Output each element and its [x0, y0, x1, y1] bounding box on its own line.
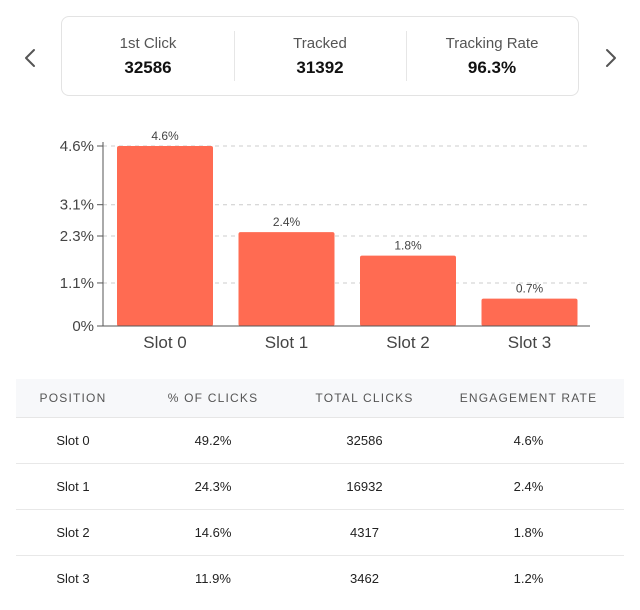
table-row: Slot 3 11.9% 3462 1.2% [16, 556, 624, 601]
table-header: POSITION % OF CLICKS TOTAL CLICKS ENGAGE… [16, 379, 624, 418]
prev-button[interactable] [20, 41, 40, 75]
chevron-left-icon [25, 49, 35, 67]
table-row: Slot 2 14.6% 4317 1.8% [16, 510, 624, 556]
cell-engagement-rate: 4.6% [513, 433, 544, 448]
cell-percent-clicks: 11.9% [195, 571, 231, 586]
data-label: 0.7% [516, 282, 544, 296]
next-button[interactable] [601, 41, 621, 75]
header-percent-clicks: % OF CLICKS [167, 391, 259, 405]
table-row: Slot 1 24.3% 16932 2.4% [16, 464, 624, 510]
cell-percent-clicks: 49.2% [194, 433, 232, 448]
y-tick-label: 0% [72, 318, 94, 335]
data-label: 1.8% [394, 239, 422, 253]
position-table: POSITION % OF CLICKS TOTAL CLICKS ENGAGE… [16, 379, 624, 601]
cell-engagement-rate: 1.2% [513, 571, 544, 586]
stat-label: 1st Click [119, 34, 177, 52]
x-tick-label: Slot 3 [508, 333, 551, 352]
data-label: 4.6% [151, 129, 179, 143]
cell-position: Slot 1 [56, 479, 90, 494]
cell-position: Slot 2 [56, 525, 90, 540]
header-engagement-rate: ENGAGEMENT RATE [459, 391, 598, 405]
chevron-right-icon [606, 49, 616, 67]
cell-engagement-rate: 2.4% [513, 479, 544, 494]
cell-total-clicks: 32586 [346, 433, 383, 448]
cell-total-clicks: 3462 [350, 571, 379, 586]
y-tick-label: 3.1% [60, 197, 94, 214]
engagement-bar-chart: 0% 1.1% 2.3% 3.1% 4.6% 4.6% Slot 0 2.4% Slot 1 1.… [60, 129, 590, 352]
header-total-clicks: TOTAL CLICKS [315, 391, 414, 405]
cell-total-clicks: 4317 [350, 525, 379, 540]
table-row: Slot 0 49.2% 32586 4.6% [16, 418, 624, 464]
stat-first-click: 1st Click 32586 [62, 17, 234, 95]
stat-value: 96.3% [467, 57, 517, 77]
cell-percent-clicks: 14.6% [194, 525, 232, 540]
x-tick-label: Slot 2 [386, 333, 429, 352]
y-tick-label: 2.3% [60, 228, 94, 245]
y-tick-label: 1.1% [60, 275, 94, 292]
stat-tracking-rate: Tracking Rate 96.3% [406, 17, 578, 95]
data-label: 2.4% [273, 215, 301, 229]
cell-total-clicks: 16932 [346, 479, 383, 494]
y-tick-label: 4.6% [60, 138, 94, 155]
bar-slot-2 [360, 255, 456, 326]
cell-percent-clicks: 24.3% [194, 479, 232, 494]
bar-slot-1 [238, 232, 335, 326]
stat-label: Tracking Rate [445, 34, 539, 52]
x-tick-label: Slot 1 [265, 333, 308, 352]
cell-engagement-rate: 1.8% [513, 525, 544, 540]
cell-position: Slot 3 [56, 571, 90, 586]
stat-value: 32586 [124, 57, 172, 77]
bar-slot-0 [117, 146, 213, 326]
x-tick-label: Slot 0 [143, 333, 186, 352]
stat-tracked: Tracked 31392 [234, 17, 406, 95]
stat-label: Tracked [293, 34, 347, 52]
stat-value: 31392 [296, 57, 344, 77]
bar-slot-3 [481, 298, 578, 326]
stats-card: 1st Click 32586 Tracked 31392 Tracking R… [61, 16, 579, 96]
cell-position: Slot 0 [56, 433, 90, 448]
header-position: POSITION [39, 391, 107, 405]
